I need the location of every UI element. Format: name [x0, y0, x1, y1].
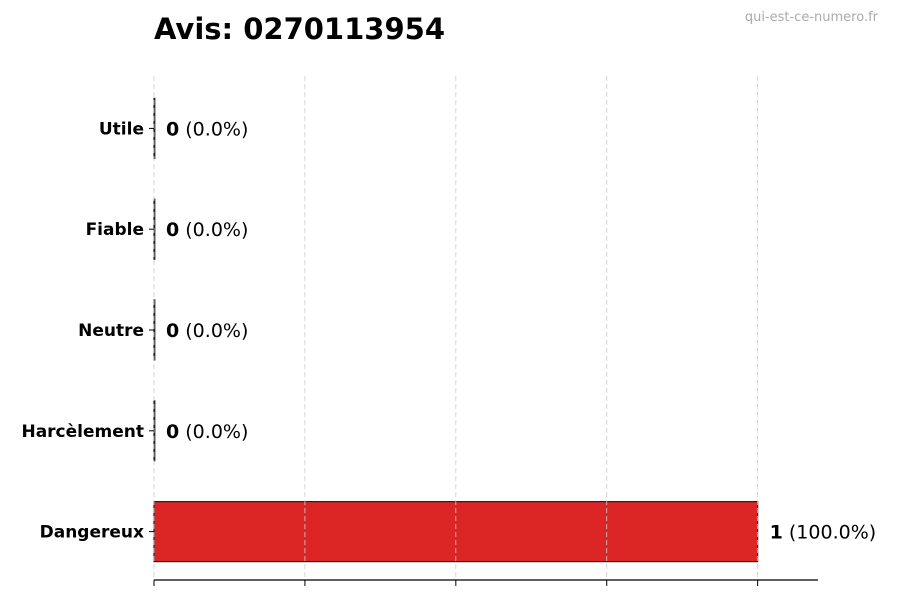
chart-title: Avis: 0270113954 — [154, 12, 445, 46]
data-label-count: 0 — [166, 118, 179, 140]
data-label: 1 (100.0%) — [770, 522, 877, 544]
data-label-count: 0 — [166, 219, 179, 241]
data-label-percent: (0.0%) — [179, 421, 248, 443]
data-label-percent: (100.0%) — [783, 522, 876, 544]
data-label-percent: (0.0%) — [179, 219, 248, 241]
data-label: 0 (0.0%) — [166, 219, 248, 241]
data-label-count: 0 — [166, 320, 179, 342]
data-label-count: 0 — [166, 421, 179, 443]
data-label-percent: (0.0%) — [179, 118, 248, 140]
category-label: Dangereux — [40, 523, 144, 543]
data-label: 0 (0.0%) — [166, 320, 248, 342]
category-label: Utile — [99, 119, 144, 139]
data-label-percent: (0.0%) — [179, 320, 248, 342]
data-label: 0 (0.0%) — [166, 421, 248, 443]
category-label: Neutre — [78, 321, 144, 341]
data-label: 0 (0.0%) — [166, 118, 248, 140]
data-label-count: 1 — [770, 522, 783, 544]
category-label: Fiable — [86, 220, 144, 240]
watermark: qui-est-ce-numero.fr — [744, 10, 878, 25]
category-label: Harcèlement — [21, 422, 144, 442]
